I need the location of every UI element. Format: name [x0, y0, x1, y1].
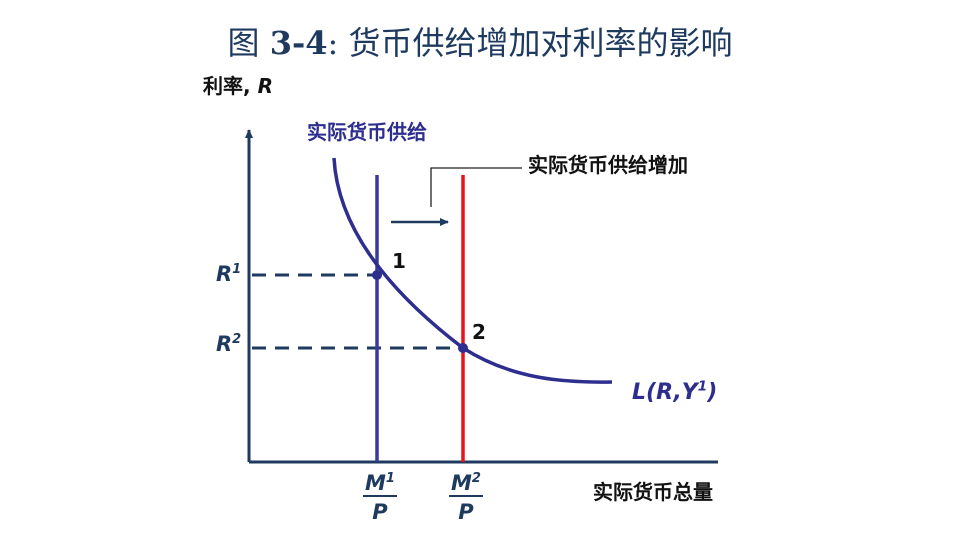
demand-r: R: [656, 380, 674, 405]
r2-label: R2: [216, 332, 241, 356]
m2-over-p-label: M2 P: [436, 471, 496, 525]
m1-base: M: [365, 471, 386, 495]
callout-leader: [430, 167, 522, 207]
r1-base: R: [216, 262, 233, 286]
money-demand-curve: [332, 157, 613, 384]
point-2-label: 2: [472, 320, 486, 344]
m1-over-p-label: M1 P: [350, 471, 410, 525]
m1-denominator: P: [372, 500, 388, 524]
r1-sup: 1: [232, 262, 242, 277]
demand-sup: 1: [697, 378, 708, 395]
m2-base: M: [451, 471, 472, 495]
r1-label: R1: [216, 262, 241, 286]
y-axis-label-symbol: R: [257, 74, 273, 98]
money-supply-increase-label: 实际货币供给增加: [528, 153, 688, 177]
x-axis-label: 实际货币总量: [593, 480, 713, 504]
m2-denominator: P: [458, 500, 474, 524]
title-prefix: 图: [227, 24, 270, 62]
title-number: 3-4: [269, 24, 328, 62]
m1-sup: 1: [385, 471, 395, 486]
point-1-label: 1: [392, 249, 406, 273]
demand-pre: L(: [632, 380, 657, 405]
title-text: : 货币供给增加对利率的影响: [327, 24, 733, 62]
r2-sup: 2: [232, 332, 242, 347]
money-supply-label: 实际货币供给: [307, 120, 427, 144]
r2-base: R: [216, 332, 233, 356]
y-axis-label-text: 利率,: [203, 74, 258, 98]
money-demand-label: L(R,Y1): [632, 380, 717, 405]
page-title: 图 3-4: 货币供给增加对利率的影响: [0, 18, 960, 64]
equilibrium-point-1: [372, 270, 382, 280]
m2-sup: 2: [471, 471, 481, 486]
m1-numerator: M1: [363, 471, 397, 497]
demand-post: ): [707, 380, 718, 405]
demand-y: Y: [681, 380, 698, 405]
m2-numerator: M2: [449, 471, 483, 497]
equilibrium-point-2: [458, 343, 468, 353]
demand-comma: ,: [673, 380, 682, 405]
y-axis-label: 利率, R: [203, 70, 273, 99]
